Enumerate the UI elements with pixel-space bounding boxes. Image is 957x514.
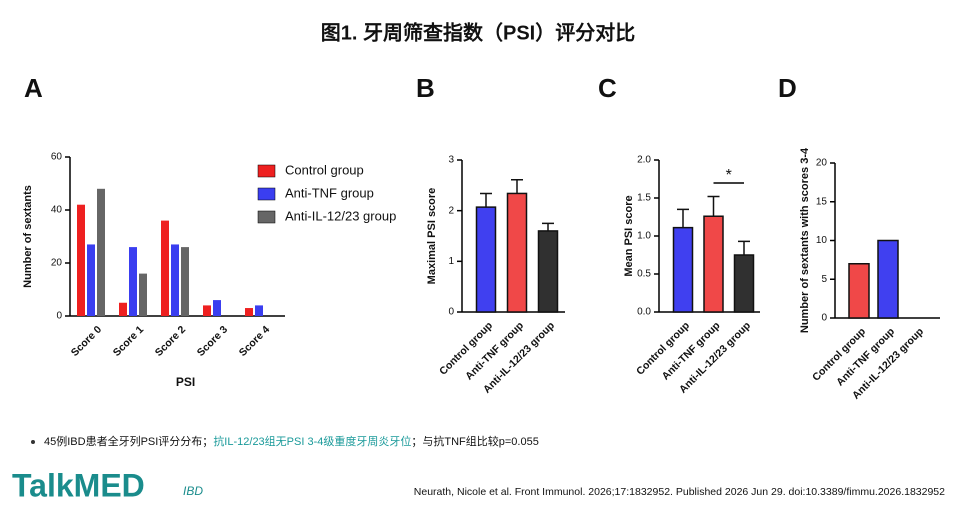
- bar: [139, 273, 147, 316]
- bar: [475, 206, 497, 313]
- y-tick-label: 5: [821, 274, 827, 285]
- citation: Neurath, Nicole et al. Front Immunol. 20…: [414, 486, 945, 498]
- bar: [672, 226, 694, 313]
- legend-label: Anti-TNF group: [285, 185, 374, 200]
- panel-label: A: [24, 73, 43, 103]
- bar: [119, 302, 127, 316]
- bullet-highlight: 抗IL-12/23组无PSI 3-4级重度牙周炎牙位: [213, 434, 411, 448]
- bar: [129, 247, 137, 316]
- bar: [506, 192, 528, 313]
- bar: [161, 220, 169, 316]
- legend-swatch: [257, 164, 276, 178]
- bullet-part: ；与抗TNF组比较p=0.055: [411, 434, 538, 448]
- slide-title: 图1. 牙周筛查指数（PSI）评分对比: [321, 20, 635, 44]
- panel-label: B: [416, 73, 435, 103]
- error-bar: [707, 195, 720, 217]
- bar: [181, 247, 189, 316]
- y-axis-label: Mean PSI score: [623, 195, 635, 276]
- bar: [877, 239, 899, 319]
- y-tick-label: 1.5: [637, 193, 651, 204]
- bar: [97, 188, 105, 316]
- legend-label: Anti-IL-12/23 group: [285, 208, 396, 223]
- x-tick-label: Score 0: [69, 323, 104, 358]
- y-tick-label: 0: [821, 313, 827, 324]
- logo-tag: IBD: [183, 484, 203, 498]
- bullet-part: 45例IBD患者全牙列PSI评分分布；: [44, 434, 213, 448]
- x-tick-label: Score 3: [195, 323, 230, 358]
- panel-label: C: [598, 73, 617, 103]
- bullet-dot: [31, 440, 35, 444]
- x-tick-label: Score 4: [237, 323, 272, 358]
- significance-mark: *: [726, 167, 732, 184]
- y-axis-label: Number of sextants with scores 3-4: [799, 147, 811, 333]
- y-tick-label: 20: [816, 158, 828, 169]
- bar: [171, 244, 179, 316]
- y-axis-label: Maximal PSI score: [426, 188, 438, 285]
- x-tick-label: Score 2: [153, 323, 188, 358]
- y-tick-label: 0: [448, 307, 454, 318]
- bar: [77, 204, 85, 316]
- bar: [733, 254, 755, 313]
- bar: [703, 215, 724, 313]
- y-tick-label: 0.5: [637, 269, 651, 280]
- y-tick-label: 2.0: [637, 155, 651, 166]
- y-tick-label: 2: [448, 205, 454, 216]
- y-tick-label: 60: [51, 152, 63, 163]
- bar: [87, 244, 95, 316]
- x-tick-label: Score 1: [111, 323, 146, 358]
- bar: [848, 263, 870, 319]
- y-tick-label: 3: [448, 155, 454, 166]
- bullet-text: 45例IBD患者全牙列PSI评分分布；抗IL-12/23组无PSI 3-4级重度…: [44, 434, 539, 448]
- error-bar: [480, 192, 492, 208]
- bar: [213, 300, 221, 316]
- x-axis-label: PSI: [176, 375, 195, 389]
- error-bar: [542, 222, 554, 231]
- x-tick-label: Control group: [437, 320, 495, 378]
- legend-swatch: [257, 187, 276, 201]
- x-tick-label: Control group: [634, 320, 692, 378]
- y-tick-label: 0.0: [637, 307, 651, 318]
- error-bar: [677, 208, 689, 228]
- error-bar: [738, 240, 750, 255]
- y-tick-label: 1.0: [637, 231, 651, 242]
- legend-label: Control group: [285, 162, 364, 177]
- y-tick-label: 10: [816, 235, 828, 246]
- bar: [245, 308, 253, 316]
- legend-swatch: [257, 210, 276, 224]
- panel-label: D: [778, 73, 797, 103]
- y-tick-label: 1: [448, 256, 454, 267]
- y-tick-label: 40: [51, 205, 63, 216]
- y-tick-label: 20: [51, 258, 63, 269]
- error-bar: [511, 179, 523, 194]
- y-tick-label: 0: [56, 311, 62, 322]
- logo: TalkMED: [12, 467, 145, 503]
- bar: [255, 305, 263, 316]
- bar: [537, 230, 559, 313]
- bar: [203, 305, 211, 316]
- y-tick-label: 15: [816, 196, 828, 207]
- y-axis-label: Number of sextants: [22, 185, 34, 288]
